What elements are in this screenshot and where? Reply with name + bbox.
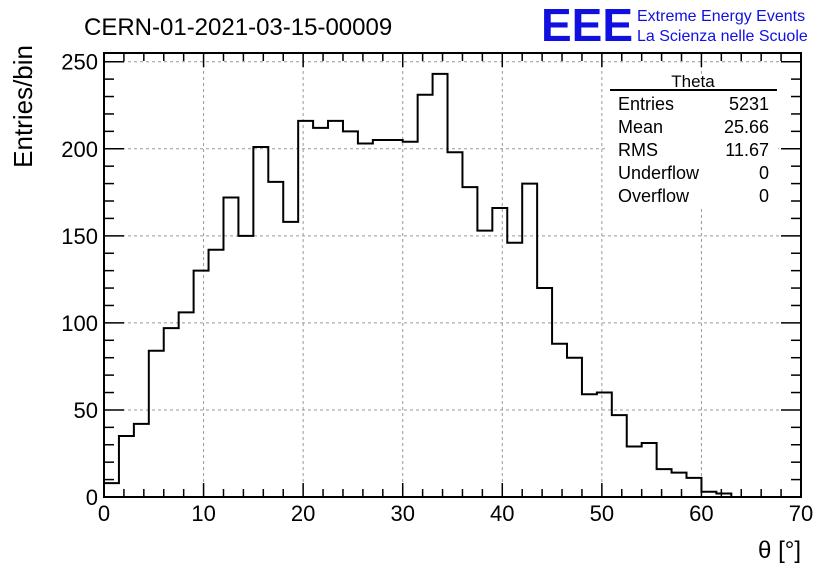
grid-lines — [104, 53, 801, 497]
axis-ticks — [103, 53, 802, 498]
stats-row-value: 11.67 — [725, 140, 769, 160]
stats-row-value: 0 — [759, 163, 769, 183]
y-tick-label: 50 — [74, 398, 98, 423]
stats-row-label: Entries — [618, 94, 674, 114]
histogram-step-line — [104, 72, 801, 498]
plot-frame — [103, 52, 802, 498]
stats-box: Theta Entries 5231 Mean 25.66 RMS 11.67 Underf… — [608, 72, 778, 208]
x-tick-label: 70 — [789, 501, 813, 526]
stats-row-label: Underflow — [618, 163, 700, 183]
x-tick-label: 30 — [390, 501, 414, 526]
stats-row-label: RMS — [618, 140, 658, 160]
y-tick-label: 100 — [61, 311, 98, 336]
x-tick-label: 20 — [291, 501, 315, 526]
y-tick-label: 200 — [61, 137, 98, 162]
stats-row-value: 25.66 — [724, 117, 769, 137]
x-tick-label: 0 — [98, 501, 110, 526]
logo-line-1: Extreme Energy Events — [637, 8, 805, 25]
stats-row-value: 5231 — [729, 94, 769, 114]
x-tick-label: 40 — [490, 501, 514, 526]
stats-row-label: Mean — [618, 117, 663, 137]
x-tick-label: 10 — [191, 501, 215, 526]
x-tick-label: 60 — [689, 501, 713, 526]
y-axis-label: Entries/bin — [8, 45, 38, 168]
stats-title: Theta — [671, 72, 715, 91]
y-tick-labels: 0 50 100 150 200 250 — [61, 50, 98, 510]
y-tick-label: 0 — [86, 485, 98, 510]
logo-line-2: La Scienza nelle Scuole — [637, 28, 808, 45]
y-tick-label: 250 — [61, 50, 98, 75]
stats-row-value: 0 — [759, 186, 769, 206]
logo-mark: EEE — [541, 0, 633, 51]
stats-box-background — [608, 76, 778, 208]
x-tick-label: 50 — [590, 501, 614, 526]
x-tick-labels: 0 10 20 30 40 50 60 70 — [98, 501, 813, 526]
y-tick-label: 150 — [61, 224, 98, 249]
eee-logo: EEE Extreme Energy Events La Scienza nel… — [541, 0, 808, 51]
run-title: CERN-01-2021-03-15-00009 — [84, 14, 392, 41]
stats-row-label: Overflow — [618, 186, 690, 206]
x-axis-label: θ [°] — [758, 537, 801, 564]
